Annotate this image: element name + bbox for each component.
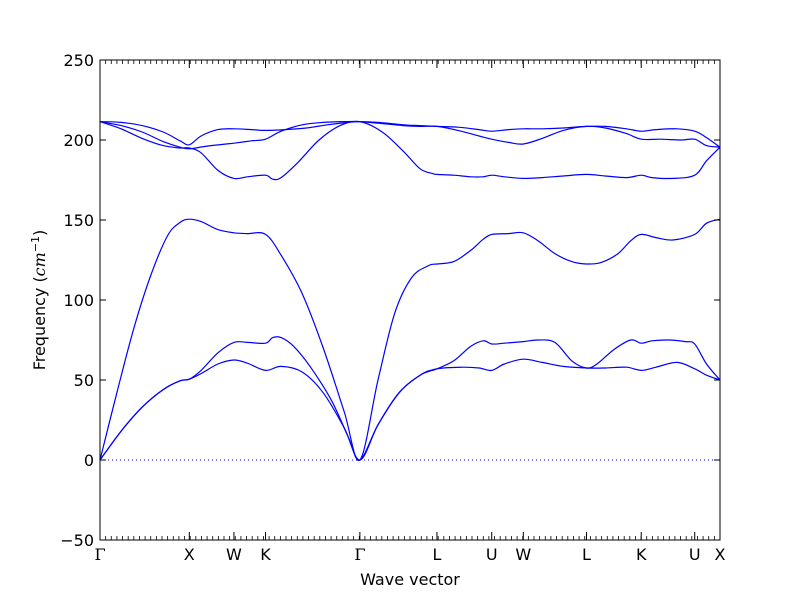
x-tick-label: K [260, 545, 271, 564]
x-tick-label: X [184, 545, 195, 564]
x-tick-label: U [689, 545, 701, 564]
x-axis-label: Wave vector [360, 570, 460, 589]
x-tick-label: W [226, 545, 242, 564]
branch-line-3 [99, 218, 721, 461]
y-tick-label: 0 [84, 451, 94, 470]
y-axis-label-exponent: −1 [29, 236, 42, 252]
x-tick-label: L [582, 545, 591, 564]
y-axis-ticks: −50 0 50 100 150 200 250 [60, 51, 720, 550]
x-tick-label: W [515, 545, 531, 564]
dispersion-branches [99, 120, 721, 461]
y-tick-label: 50 [74, 371, 94, 390]
x-tick-label: Γ [94, 545, 105, 564]
x-tick-label: X [715, 545, 726, 564]
y-axis-label-close: ) [30, 230, 49, 236]
branch-line-6 [99, 120, 721, 148]
y-tick-label: 100 [63, 291, 94, 310]
y-axis-label-unit: cm [30, 252, 49, 276]
x-tick-label: U [486, 545, 498, 564]
plot-frame [99, 59, 721, 541]
branch-line-2 [99, 336, 721, 461]
y-axis-label: Frequency (cm−1) [29, 230, 49, 371]
x-tick-label: Γ [354, 545, 365, 564]
y-tick-label: 150 [63, 211, 94, 230]
y-tick-label: 250 [63, 51, 94, 70]
branch-line-5 [99, 120, 721, 150]
y-tick-label: −50 [60, 531, 94, 550]
branch-line-4 [99, 120, 721, 181]
branch-line-1 [99, 358, 721, 461]
y-axis-label-main: Frequency ( [30, 276, 49, 370]
y-tick-label: 200 [63, 131, 94, 150]
x-tick-label: L [432, 545, 441, 564]
x-tick-label: K [636, 545, 647, 564]
